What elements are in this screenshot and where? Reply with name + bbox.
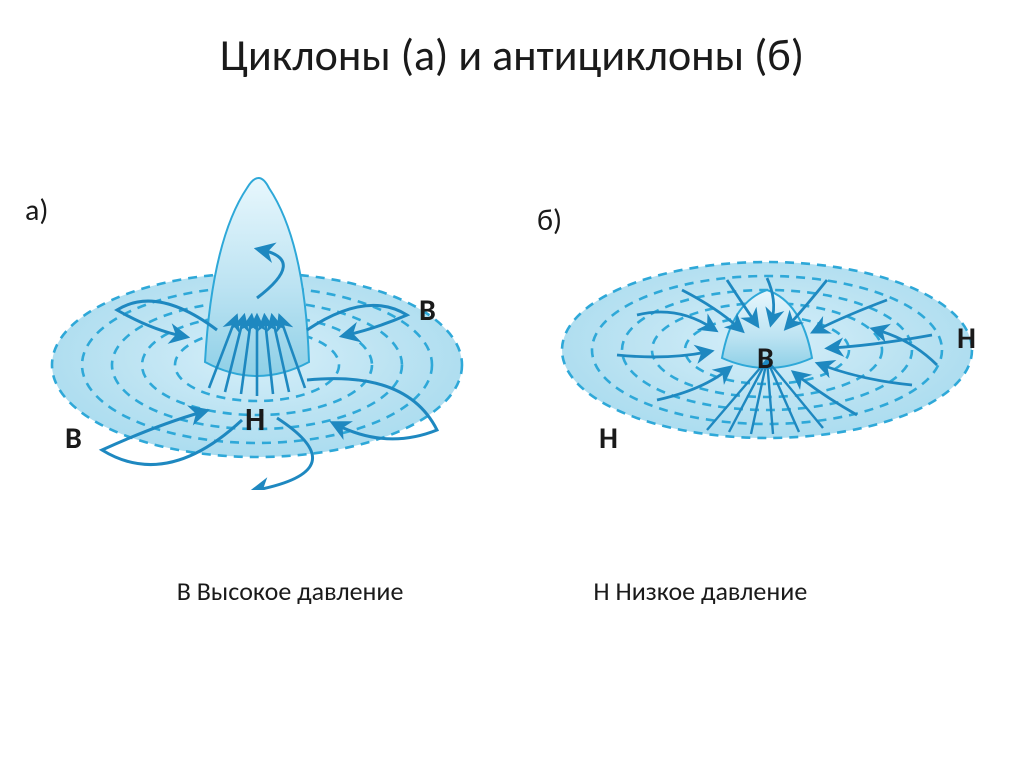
caption-high-pressure: В Высокое давление	[177, 575, 404, 607]
anticyclone-svg: б)	[517, 130, 1017, 490]
caption-row: В Высокое давление Н Низкое давление	[0, 575, 1024, 607]
page-title: Циклоны (а) и антициклоны (б)	[0, 0, 1024, 82]
anticyclone-outer-letter-left: Н	[599, 420, 618, 457]
cyclone-outer-letter-left: В	[65, 420, 82, 457]
caption-low-pressure: Н Низкое давление	[593, 575, 807, 607]
anticyclone-outer-letter-right: Н	[957, 320, 976, 357]
anticyclone-center-letter: В	[757, 340, 774, 377]
cyclone-outer-letter-right: В	[419, 292, 436, 329]
diagram-row: а)	[0, 130, 1024, 495]
panel-anticyclone: б)	[517, 130, 1017, 495]
panel-cyclone: а)	[7, 130, 507, 495]
cyclone-svg: а)	[7, 130, 507, 490]
panel-label-a: а)	[25, 192, 48, 229]
panel-label-b: б)	[537, 202, 562, 239]
cyclone-center-letter: Н	[245, 400, 265, 439]
page: Циклоны (а) и антициклоны (б)	[0, 0, 1024, 767]
